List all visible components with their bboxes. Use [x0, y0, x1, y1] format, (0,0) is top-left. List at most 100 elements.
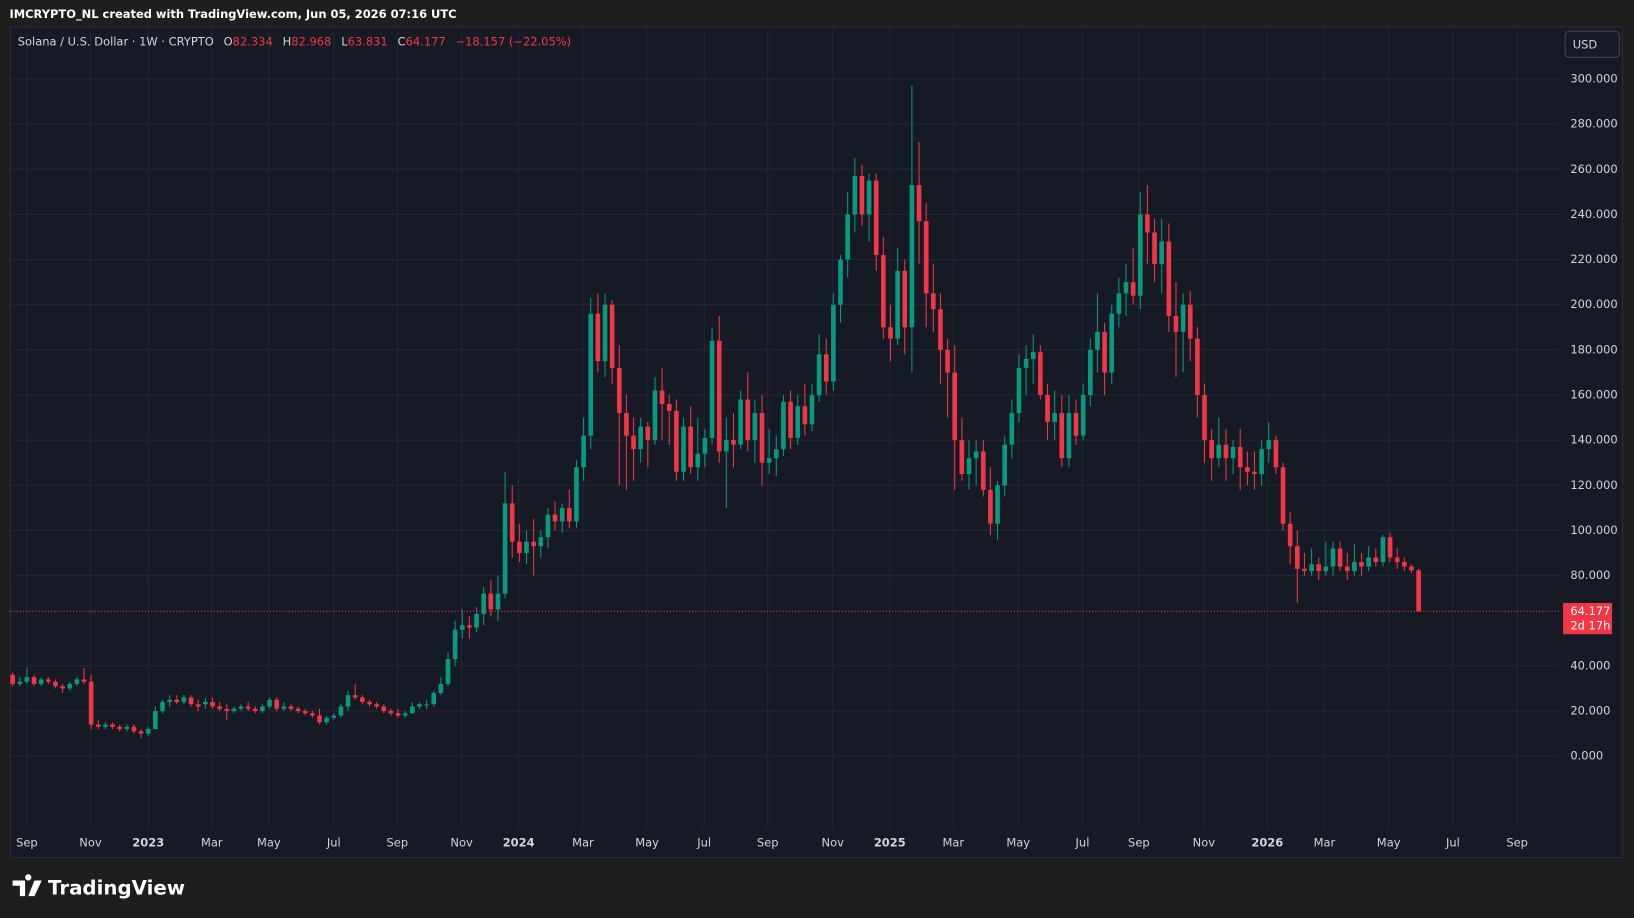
candle-body — [302, 711, 308, 714]
candle-body — [852, 176, 858, 215]
candle-body — [1216, 444, 1222, 459]
currency-button[interactable] — [1564, 30, 1620, 58]
y-tick-label: 160.000 — [1570, 388, 1617, 402]
ohlc-letter: H — [283, 34, 292, 48]
candle-body — [474, 613, 479, 628]
candle-body — [524, 541, 529, 554]
x-tick-label: Mar — [942, 835, 964, 849]
candle-body — [1230, 446, 1236, 459]
candle-body — [595, 313, 601, 362]
candle-body — [1123, 282, 1129, 294]
logo-text: TradingView — [48, 876, 185, 899]
candle-body — [181, 697, 187, 702]
x-tick-label: 2026 — [1251, 835, 1283, 849]
candle-body — [210, 701, 215, 707]
candle-body — [745, 399, 751, 441]
currency[interactable]: USD — [1573, 37, 1598, 51]
candle-body — [295, 708, 301, 712]
candle-body — [1173, 316, 1179, 332]
candle-body — [838, 259, 843, 305]
candle-body — [952, 372, 958, 441]
candle-body — [167, 699, 172, 702]
chart-panel — [9, 26, 1623, 859]
last-price-label: 64.177 — [1570, 604, 1610, 618]
candle-body — [417, 704, 422, 707]
candle-body — [395, 713, 401, 716]
candle-body — [788, 401, 793, 438]
candle-body — [902, 270, 908, 328]
x-tick-label: 2024 — [503, 835, 535, 849]
candle-body — [1294, 546, 1300, 569]
candle-body — [46, 679, 51, 682]
y-tick-label: 20.000 — [1570, 704, 1610, 718]
candle-body — [845, 214, 850, 260]
candle-body — [966, 458, 972, 475]
candle-body — [1416, 570, 1421, 612]
candle-body — [38, 679, 44, 684]
y-tick-label: 100.000 — [1570, 523, 1617, 537]
candle-body — [1073, 413, 1079, 436]
candle-body — [1002, 444, 1008, 486]
candle-body — [245, 706, 251, 709]
candle-body — [1202, 395, 1207, 441]
candle-body — [659, 390, 665, 405]
candle-body — [345, 695, 351, 707]
candle-body — [909, 185, 915, 328]
candle-body — [923, 221, 929, 294]
candle-body — [1052, 413, 1057, 423]
candle-body — [1109, 313, 1115, 373]
candle-body — [1259, 449, 1264, 475]
candle-body — [352, 695, 358, 698]
candle-body — [831, 304, 836, 382]
candle-body — [1344, 566, 1350, 572]
candle-body — [1130, 282, 1136, 296]
candle-body — [995, 485, 1000, 524]
candle-body — [95, 724, 101, 727]
candle-body — [338, 706, 344, 716]
x-tick-label: Sep — [16, 835, 38, 849]
candle-body — [752, 413, 758, 441]
candle-body — [1166, 241, 1172, 317]
candle-body — [702, 437, 708, 454]
candle-body — [652, 390, 658, 441]
x-tick-label: Jul — [1075, 835, 1090, 849]
candle-body — [731, 440, 736, 445]
x-tick-label: 2023 — [132, 835, 164, 849]
close-value: 64.177 — [406, 34, 446, 48]
last-price-box — [1563, 602, 1613, 635]
candle-body — [217, 706, 222, 709]
candle-body — [1137, 214, 1143, 296]
candle-body — [1387, 537, 1393, 558]
grid — [10, 27, 1560, 829]
candle-body — [74, 679, 80, 684]
candle-body — [695, 453, 701, 468]
x-tick-label: Nov — [822, 835, 845, 849]
ohlc-letter: C — [398, 34, 406, 48]
candle-body — [1116, 293, 1122, 314]
candle-body — [602, 304, 608, 362]
candle-body — [681, 426, 686, 472]
candle-body — [988, 489, 993, 524]
y-tick-label: 220.000 — [1570, 252, 1617, 266]
candle-body — [1152, 232, 1157, 265]
candle-body — [674, 410, 679, 472]
candle-body — [310, 713, 315, 716]
candle-body — [252, 708, 258, 712]
candle-body — [738, 399, 743, 445]
candle-body — [1209, 440, 1214, 459]
candle-body — [438, 683, 444, 693]
candle-body — [1380, 537, 1386, 563]
candle-body — [1038, 352, 1043, 396]
candle-body — [231, 708, 237, 712]
candle-body — [1180, 304, 1186, 332]
candle-body — [959, 440, 965, 475]
candle-body — [567, 507, 572, 522]
x-tick-label: May — [1006, 835, 1030, 849]
candle-body — [881, 255, 886, 328]
y-tick-label: 140.000 — [1570, 433, 1617, 447]
open-value: 82.334 — [233, 34, 273, 48]
x-tick-label: May — [635, 835, 659, 849]
candle-body — [645, 426, 651, 441]
candle-body — [1302, 568, 1307, 572]
